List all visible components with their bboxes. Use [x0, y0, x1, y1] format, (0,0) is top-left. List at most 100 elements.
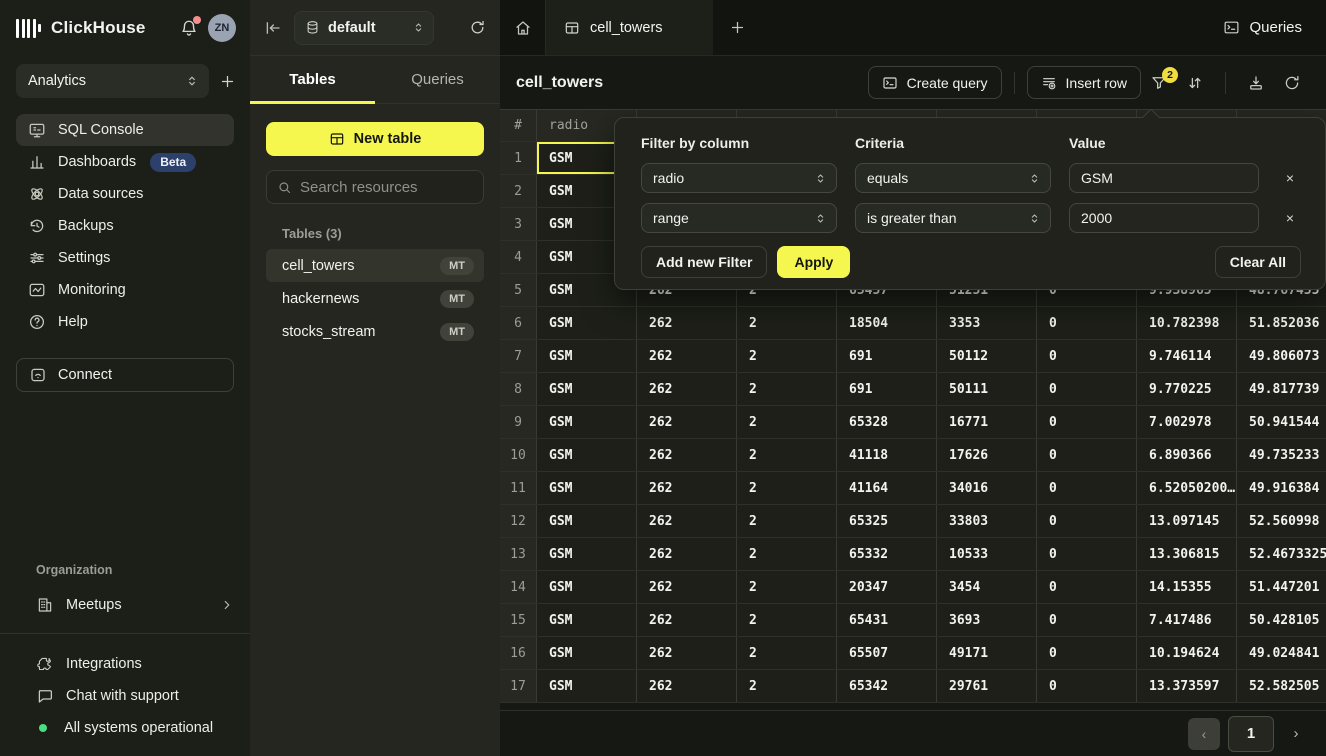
database-select[interactable]: default	[294, 11, 434, 45]
sidebar-item-backups[interactable]: Backups	[16, 210, 234, 242]
table-cell[interactable]: 10.782398	[1137, 307, 1237, 339]
filter-criteria-select[interactable]: is greater than	[855, 203, 1051, 233]
table-cell[interactable]: 17	[500, 670, 537, 702]
table-cell[interactable]: 51.852036	[1237, 307, 1326, 339]
table-cell[interactable]: 17626	[937, 439, 1037, 471]
table-cell[interactable]: 9.746114	[1137, 340, 1237, 372]
table-cell[interactable]: 691	[837, 373, 937, 405]
filter-button[interactable]: 2	[1144, 66, 1174, 99]
table-list-item-cell-towers[interactable]: cell_towers MT	[266, 249, 484, 282]
sidebar-item-help[interactable]: Help	[16, 306, 234, 338]
table-cell[interactable]: 52.560998	[1237, 505, 1326, 537]
table-cell[interactable]: 262	[637, 670, 737, 702]
table-cell[interactable]: 0	[1037, 538, 1137, 570]
table-cell[interactable]: 262	[637, 571, 737, 603]
table-cell[interactable]: 65507	[837, 637, 937, 669]
table-cell[interactable]: 12	[500, 505, 537, 537]
table-cell[interactable]: 34016	[937, 472, 1037, 504]
table-cell[interactable]: 262	[637, 307, 737, 339]
table-cell[interactable]: 41118	[837, 439, 937, 471]
table-cell[interactable]: 7	[500, 340, 537, 372]
table-cell[interactable]: 5	[500, 274, 537, 306]
table-cell[interactable]: 49.806073	[1237, 340, 1326, 372]
sidebar-item-settings[interactable]: Settings	[16, 242, 234, 274]
new-tab-button[interactable]	[713, 0, 761, 55]
table-list-item-hackernews[interactable]: hackernews MT	[266, 282, 484, 315]
sort-button[interactable]	[1180, 66, 1210, 99]
filter-column-select[interactable]: radio	[641, 163, 837, 193]
table-cell[interactable]: GSM	[537, 472, 637, 504]
table-cell[interactable]: 0	[1037, 604, 1137, 636]
table-cell[interactable]: 2	[737, 439, 837, 471]
table-cell[interactable]: 2	[737, 571, 837, 603]
table-cell[interactable]: GSM	[537, 307, 637, 339]
table-cell[interactable]: 262	[637, 472, 737, 504]
table-cell[interactable]: GSM	[537, 406, 637, 438]
table-cell[interactable]: 0	[1037, 373, 1137, 405]
filter-value-input[interactable]	[1069, 163, 1259, 193]
tab-cell-towers[interactable]: cell_towers	[546, 0, 713, 55]
table-cell[interactable]: 0	[1037, 340, 1137, 372]
table-cell[interactable]: 49.916384	[1237, 472, 1326, 504]
sidebar-item-chat-support[interactable]: Chat with support	[0, 680, 250, 712]
clear-all-filters-button[interactable]: Clear All	[1215, 246, 1301, 278]
connect-button[interactable]: Connect	[16, 358, 234, 392]
table-cell[interactable]: 49171	[937, 637, 1037, 669]
table-cell[interactable]: 6	[500, 307, 537, 339]
table-cell[interactable]: 49.024841	[1237, 637, 1326, 669]
table-cell[interactable]: 52.4673325	[1237, 538, 1326, 570]
table-cell[interactable]: 0	[1037, 406, 1137, 438]
table-cell[interactable]: 0	[1037, 670, 1137, 702]
table-cell[interactable]: 7.002978	[1137, 406, 1237, 438]
next-page-button[interactable]: ›	[1282, 718, 1310, 750]
table-cell[interactable]: 2	[737, 373, 837, 405]
tab-queries[interactable]: Queries	[375, 56, 500, 103]
table-cell[interactable]: 49.735233	[1237, 439, 1326, 471]
table-cell[interactable]: 0	[1037, 571, 1137, 603]
collapse-panel-button[interactable]	[264, 19, 282, 37]
table-cell[interactable]: GSM	[537, 505, 637, 537]
table-cell[interactable]: 3353	[937, 307, 1037, 339]
table-cell[interactable]: 13	[500, 538, 537, 570]
table-cell[interactable]: 6.890366	[1137, 439, 1237, 471]
table-cell[interactable]: 2	[737, 406, 837, 438]
table-cell[interactable]: GSM	[537, 637, 637, 669]
table-cell[interactable]: 49.817739	[1237, 373, 1326, 405]
table-cell[interactable]: 2	[737, 505, 837, 537]
table-cell[interactable]: 9.770225	[1137, 373, 1237, 405]
table-cell[interactable]: 14.15355	[1137, 571, 1237, 603]
table-cell[interactable]: 10533	[937, 538, 1037, 570]
sidebar-item-monitoring[interactable]: Monitoring	[16, 274, 234, 306]
sidebar-item-sql-console[interactable]: SQL Console	[16, 114, 234, 146]
table-cell[interactable]: 6.52050200…	[1137, 472, 1237, 504]
table-cell[interactable]: 262	[637, 604, 737, 636]
queries-button[interactable]: Queries	[1223, 19, 1302, 36]
table-cell[interactable]: GSM	[537, 670, 637, 702]
table-cell[interactable]: 51.447201	[1237, 571, 1326, 603]
table-cell[interactable]: 13.097145	[1137, 505, 1237, 537]
table-cell[interactable]: GSM	[537, 340, 637, 372]
table-cell[interactable]: GSM	[537, 604, 637, 636]
remove-filter-button[interactable]: ×	[1277, 165, 1303, 191]
table-cell[interactable]: 2	[737, 637, 837, 669]
table-cell[interactable]: 2	[737, 340, 837, 372]
table-cell[interactable]: 2	[500, 175, 537, 207]
table-cell[interactable]: 50.428105	[1237, 604, 1326, 636]
filter-column-select[interactable]: range	[641, 203, 837, 233]
sidebar-item-meetups[interactable]: Meetups	[0, 589, 250, 621]
table-cell[interactable]: 11	[500, 472, 537, 504]
table-cell[interactable]: 0	[1037, 637, 1137, 669]
filter-criteria-select[interactable]: equals	[855, 163, 1051, 193]
table-cell[interactable]: 65431	[837, 604, 937, 636]
table-cell[interactable]: 50.941544	[1237, 406, 1326, 438]
table-cell[interactable]: 33803	[937, 505, 1037, 537]
table-cell[interactable]: 52.582505	[1237, 670, 1326, 702]
sidebar-item-dashboards[interactable]: Dashboards Beta	[16, 146, 234, 178]
table-cell[interactable]: 262	[637, 373, 737, 405]
table-cell[interactable]: 0	[1037, 472, 1137, 504]
table-cell[interactable]: 262	[637, 406, 737, 438]
table-cell[interactable]: 65332	[837, 538, 937, 570]
table-cell[interactable]: 4	[500, 241, 537, 273]
table-cell[interactable]: 50112	[937, 340, 1037, 372]
table-cell[interactable]: 10.194624	[1137, 637, 1237, 669]
